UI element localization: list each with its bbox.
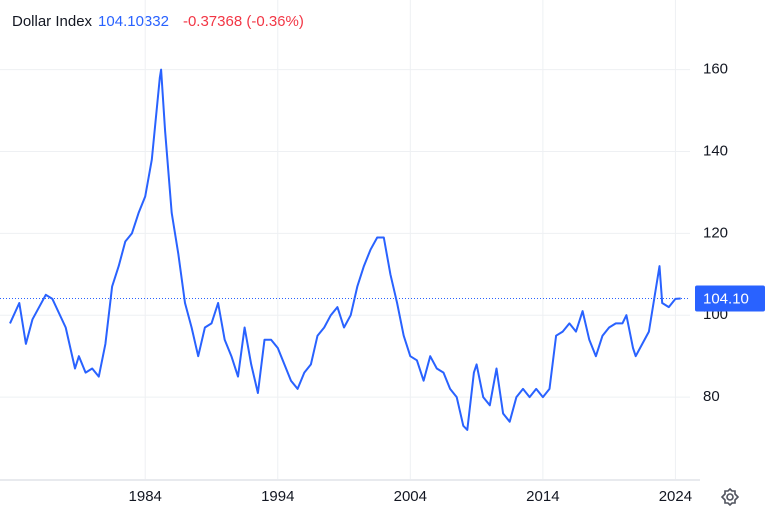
chart-title: Dollar Index [12,13,93,30]
change: -0.37368 (-0.36%) [183,13,304,30]
x-tick-label: 1994 [261,488,294,505]
y-tick-label: 160 [703,61,728,78]
x-tick-label: 2004 [394,488,427,505]
last-value-label: 104.10 [703,290,749,307]
y-tick-label: 120 [703,224,728,241]
x-tick-label: 2024 [659,488,692,505]
x-tick-label: 2014 [526,488,559,505]
price: 104.10332 [98,13,169,30]
line [9,68,681,431]
x-tick-label: 1984 [129,488,162,505]
y-tick-label: 80 [703,388,720,405]
last-value-box [695,285,765,312]
y-tick-label: 140 [703,142,728,159]
settings-icon[interactable] [720,487,740,507]
